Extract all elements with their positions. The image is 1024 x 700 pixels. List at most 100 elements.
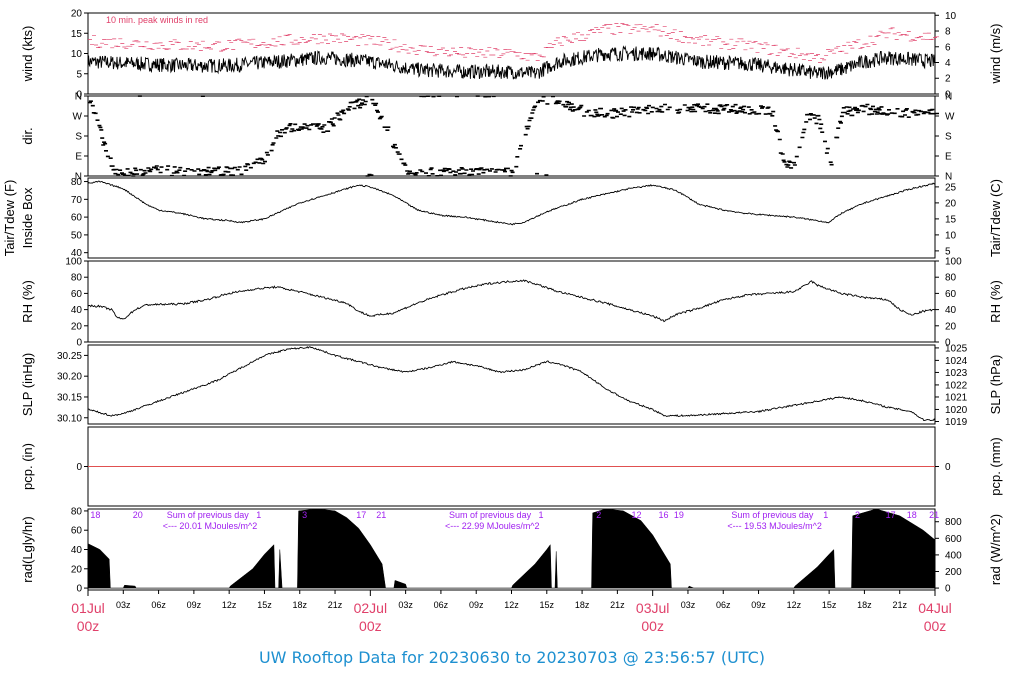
rad-ytick-right-label: 800 (945, 517, 962, 528)
rh-ytick-right-label: 80 (945, 273, 957, 284)
rad-ytick-label: 60 (71, 526, 83, 537)
pcp-ylabel-right: pcp. (mm) (988, 437, 1003, 496)
wind-ytick-right-label: 8 (945, 27, 951, 38)
rad-hour-annotation: 3 (302, 510, 307, 520)
rh-ytick-right-label: 40 (945, 305, 957, 316)
wind-annotation: 10 min. peak winds in red (106, 15, 208, 25)
wind-ytick-label: 0 (76, 90, 82, 101)
x-day-label: 03Jul (636, 600, 669, 616)
rh-ytick-label: 60 (71, 289, 83, 300)
x-tick-label: 12z (787, 600, 802, 610)
wind-ytick-right-label: 6 (945, 42, 951, 53)
x-day-label-hour: 00z (359, 618, 382, 634)
slp-ylabel-right: SLP (hPa) (988, 355, 1003, 415)
dir-ytick-label: N (75, 172, 82, 183)
wind-ytick-label: 10 (71, 49, 83, 60)
rad-ytick-label: 80 (71, 506, 83, 517)
rad-summary-label: Sum of previous day (167, 510, 250, 520)
x-tick-label: 21z (892, 600, 907, 610)
slp-ytick-label: 30.10 (57, 413, 82, 424)
x-tick-label: 03z (116, 600, 131, 610)
rh-ytick-label: 80 (71, 273, 83, 284)
x-tick-label: 03z (398, 600, 413, 610)
dir-ytick-right-label: E (945, 152, 952, 163)
slp-ytick-label: 30.15 (57, 392, 82, 403)
rad-hour-annotation: 1 (823, 510, 828, 520)
x-day-label-hour: 00z (924, 618, 947, 634)
rh-ytick-right-label: 60 (945, 289, 957, 300)
rad-hour-annotation: 19 (674, 510, 684, 520)
rad-hour-annotation: 2 (596, 510, 601, 520)
rad-hour-annotation: 17 (356, 510, 366, 520)
x-day-label-hour: 00z (641, 618, 664, 634)
temp-ytick-right-label: 15 (945, 214, 957, 225)
x-day-label: 02Jul (354, 600, 387, 616)
rad-hour-annotation: 1 (256, 510, 261, 520)
rad-ylabel-right: rad (W/m^2) (988, 514, 1003, 585)
rad-summary-label: Sum of previous day (449, 510, 532, 520)
slp-frame (87, 344, 936, 425)
x-day-label: 04Jul (918, 600, 951, 616)
dir-ytick-right-label: N (945, 92, 952, 103)
rh-ytick-label: 40 (71, 305, 83, 316)
pcp-ylabel: pcp. (in) (20, 443, 35, 490)
rad-ytick-label: 0 (76, 584, 82, 595)
slp-ylabel: SLP (inHg) (20, 353, 35, 416)
rh-ylabel: RH (%) (20, 280, 35, 323)
wind-ytick-right-label: 10 (945, 11, 957, 22)
rh-ytick-right-label: 20 (945, 321, 957, 332)
pcp-ytick-label: 0 (76, 462, 82, 473)
temp-ylabel2: Inside Box (20, 187, 35, 248)
wind-ytick-right-label: 2 (945, 74, 951, 85)
wind-ytick-right-label: 4 (945, 58, 951, 69)
rad-ytick-right-label: 400 (945, 550, 962, 561)
x-tick-label: 06z (151, 600, 166, 610)
temp-ytick-label: 50 (71, 230, 83, 241)
rad-hour-annotation: 20 (133, 510, 143, 520)
footer-title: UW Rooftop Data for 20230630 to 20230703… (258, 648, 766, 667)
slp-ytick-right-label: 1019 (945, 417, 968, 428)
rad-series-0 (87, 508, 936, 589)
rad-hour-annotation: 1 (539, 510, 544, 520)
dir-frame (87, 95, 936, 177)
x-tick-label: 06z (434, 600, 449, 610)
x-tick-label: 18z (857, 600, 872, 610)
wind-ytick-right-label: 0 (945, 90, 951, 101)
temp-ytick-right-label: 20 (945, 198, 957, 209)
temp-ytick-label: 40 (71, 248, 83, 259)
rad-hour-annotation: 21 (929, 510, 939, 520)
x-tick-label: 18z (575, 600, 590, 610)
rad-hour-annotation: 18 (907, 510, 917, 520)
wind-ylabel-right: wind (m/s) (988, 24, 1003, 85)
x-tick-label: 09z (469, 600, 484, 610)
x-tick-label: 06z (716, 600, 731, 610)
rh-series-0 (87, 279, 936, 323)
temp-ytick-label: 80 (71, 177, 83, 188)
x-tick-label: 09z (187, 600, 202, 610)
x-tick-label: 12z (504, 600, 519, 610)
slp-ytick-right-label: 1024 (945, 356, 968, 367)
rh-ylabel-right: RH (%) (988, 280, 1003, 323)
temp-ytick-right-label: 5 (945, 246, 951, 257)
wind-ytick-label: 20 (71, 9, 83, 20)
rh-ytick-label: 100 (65, 257, 82, 268)
rad-frame (87, 508, 936, 591)
temp-ytick-right-label: 25 (945, 182, 957, 193)
dir-ylabel: dir. (20, 127, 35, 144)
rh-ytick-right-label: 0 (945, 338, 951, 349)
wind-frame (87, 12, 936, 95)
rad-ytick-right-label: 200 (945, 567, 962, 578)
dir-ytick-label: W (73, 112, 83, 123)
rad-summary-value: <--- 20.01 MJoules/m^2 (163, 521, 258, 531)
rad-ytick-right-label: 600 (945, 534, 962, 545)
dir-ytick-label: N (75, 92, 82, 103)
rad-hour-annotation: 18 (90, 510, 100, 520)
temp-ylabel-right: Tair/Tdew (C) (988, 179, 1003, 257)
rad-hour-annotation: 21 (376, 510, 386, 520)
rh-frame (87, 260, 936, 343)
x-tick-label: 12z (222, 600, 237, 610)
wind-ytick-label: 15 (71, 29, 83, 40)
temp-ytick-right-label: 10 (945, 230, 957, 241)
x-tick-label: 18z (292, 600, 307, 610)
